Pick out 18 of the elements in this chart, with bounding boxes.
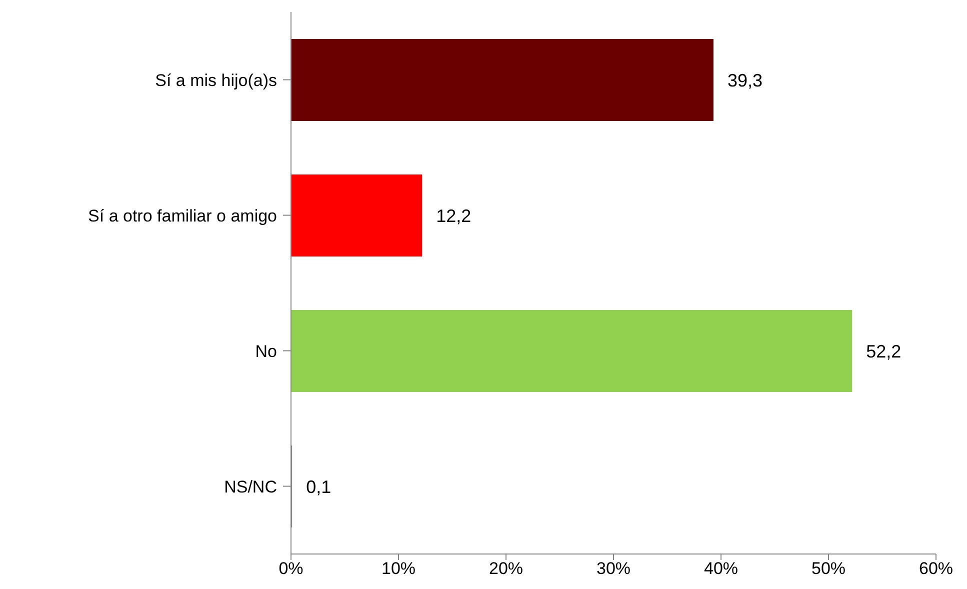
x-tick-label: 0%: [278, 559, 304, 578]
y-tick-label: Sí a otro familiar o amigo: [88, 206, 277, 226]
data-label: 39,3: [727, 70, 763, 90]
x-tick-label: 20%: [488, 559, 524, 578]
x-tick-label: 10%: [381, 559, 416, 578]
x-tick-label: 30%: [596, 559, 631, 578]
x-tick-label: 60%: [918, 559, 954, 578]
data-label: 52,2: [866, 341, 902, 362]
bar: [291, 174, 422, 256]
x-tick-label: 40%: [704, 559, 738, 578]
y-tick-label: NS/NC: [224, 477, 277, 496]
data-label: 12,2: [436, 206, 472, 226]
bar: [291, 310, 852, 392]
x-tick-label: 50%: [811, 559, 846, 578]
y-tick-label: Sí a mis hijo(a)s: [155, 70, 277, 90]
data-label: 0,1: [306, 476, 332, 497]
y-tick-label: No: [255, 342, 277, 361]
bar: [291, 39, 714, 121]
